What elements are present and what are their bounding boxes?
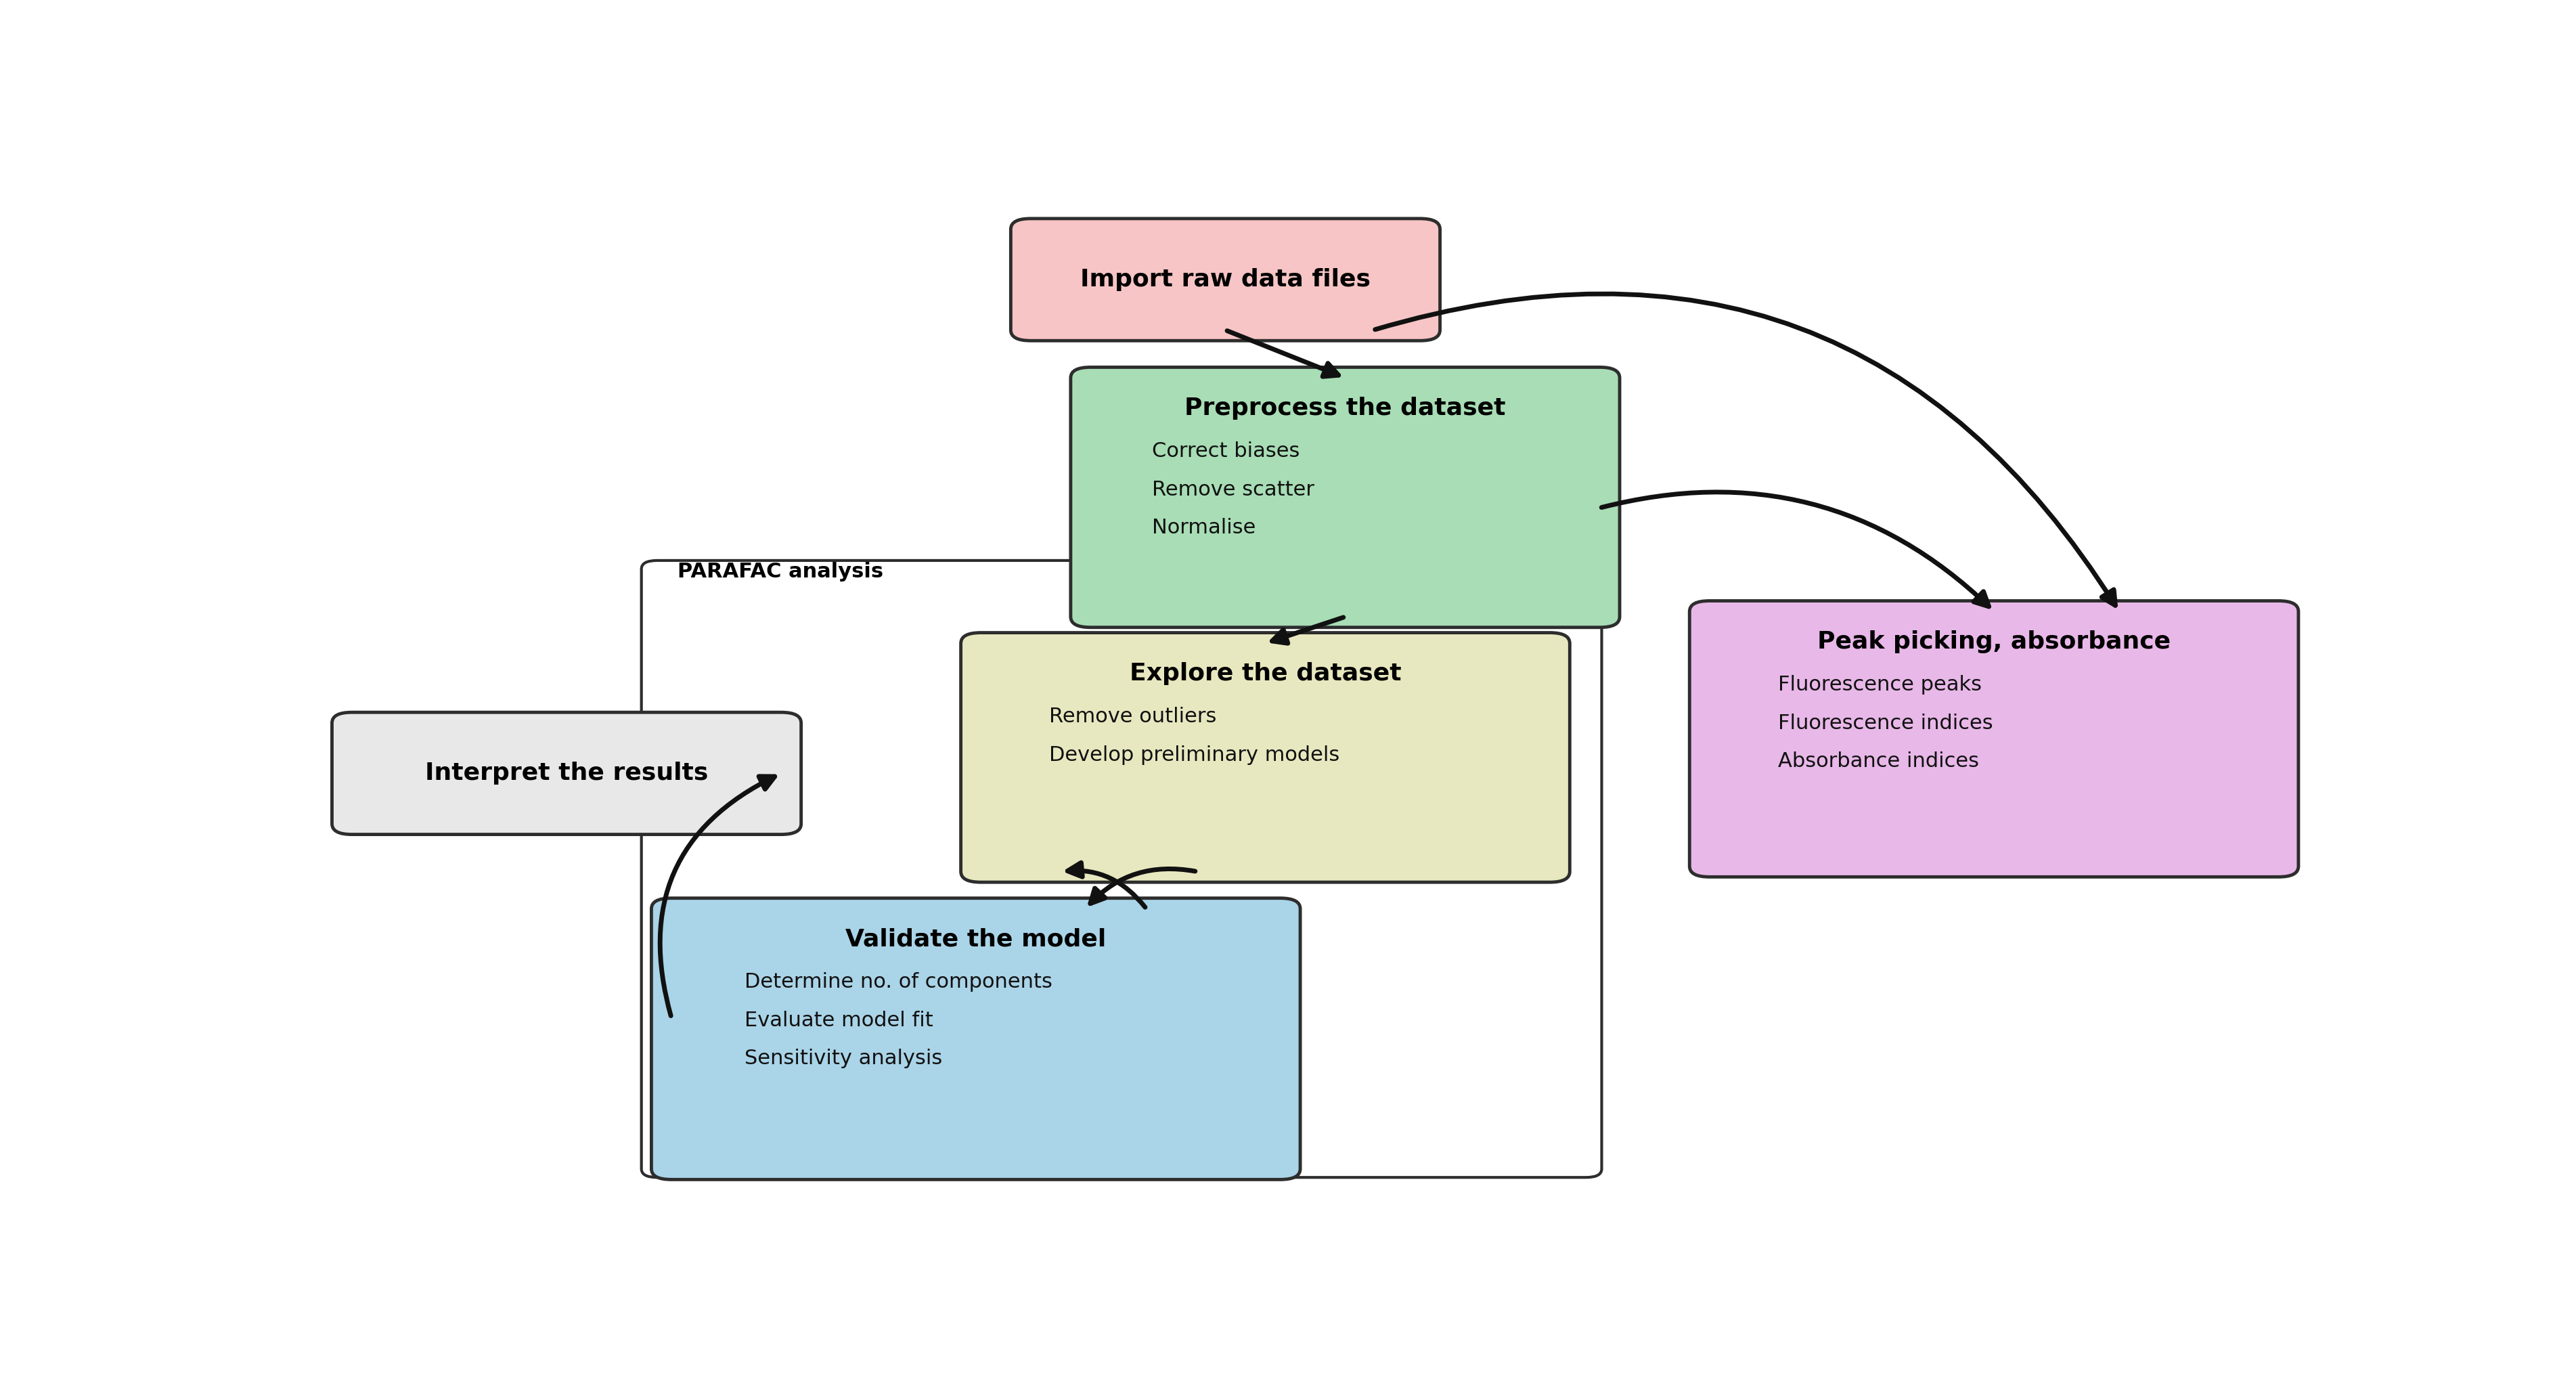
Text: Absorbance indices: Absorbance indices (1777, 752, 1978, 771)
Text: Preprocess the dataset: Preprocess the dataset (1185, 397, 1507, 421)
FancyBboxPatch shape (1010, 219, 1440, 341)
Text: Remove outliers: Remove outliers (1048, 707, 1216, 727)
Text: Remove scatter: Remove scatter (1151, 480, 1314, 499)
Text: Explore the dataset: Explore the dataset (1128, 662, 1401, 685)
Text: PARAFAC analysis: PARAFAC analysis (677, 563, 884, 582)
Text: Determine no. of components: Determine no. of components (744, 972, 1054, 992)
Text: Fluorescence indices: Fluorescence indices (1777, 713, 1994, 734)
FancyBboxPatch shape (1072, 367, 1620, 627)
Text: Normalise: Normalise (1151, 519, 1255, 538)
Text: Interpret the results: Interpret the results (425, 761, 708, 785)
Text: Validate the model: Validate the model (845, 928, 1105, 952)
FancyBboxPatch shape (1690, 601, 2298, 877)
Text: Evaluate model fit: Evaluate model fit (744, 1011, 933, 1030)
Text: Develop preliminary models: Develop preliminary models (1048, 745, 1340, 765)
FancyBboxPatch shape (652, 898, 1301, 1179)
Text: Peak picking, absorbance: Peak picking, absorbance (1816, 630, 2172, 654)
FancyBboxPatch shape (961, 633, 1569, 883)
Text: Import raw data files: Import raw data files (1079, 268, 1370, 291)
Text: Sensitivity analysis: Sensitivity analysis (744, 1049, 943, 1069)
Text: Fluorescence peaks: Fluorescence peaks (1777, 676, 1981, 695)
FancyBboxPatch shape (332, 713, 801, 834)
Text: Correct biases: Correct biases (1151, 441, 1298, 461)
